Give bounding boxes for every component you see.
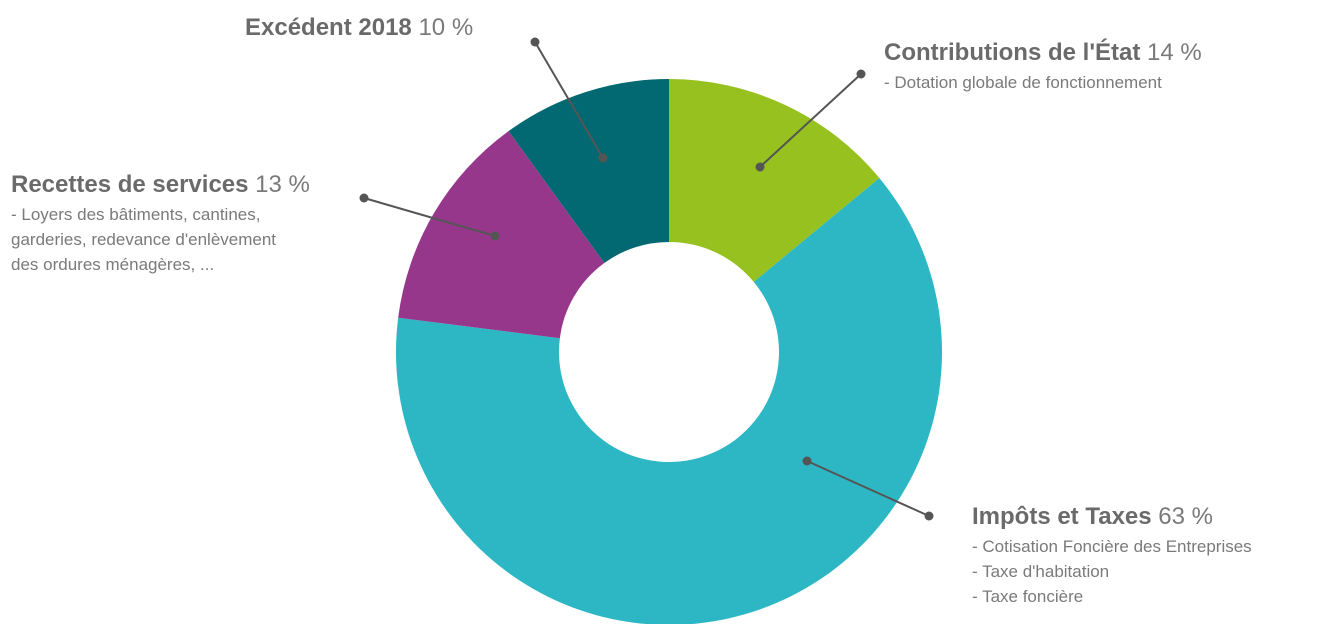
slice-impots-taxes xyxy=(396,177,942,624)
slice-description: - Cotisation Foncière des Entreprises - … xyxy=(972,534,1252,609)
leader-line-excedent-2018 xyxy=(534,41,604,159)
label-title: Excédent 2018 10 % xyxy=(245,13,473,43)
description-line: - Cotisation Foncière des Entreprises xyxy=(972,537,1252,556)
leader-dot-impots-taxes xyxy=(802,456,812,466)
description-line: - Loyers des bâtiments, cantines, xyxy=(11,205,261,224)
leader-dot-recettes-services xyxy=(359,193,369,203)
description-line: - Taxe d'habitation xyxy=(972,562,1110,581)
label-title: Impôts et Taxes 63 % xyxy=(972,502,1252,532)
leader-line-impots-taxes xyxy=(806,460,930,517)
leader-dot-excedent-2018 xyxy=(530,37,540,47)
description-line: - Dotation globale de fonctionnement xyxy=(884,73,1162,92)
slice-contributions-etat xyxy=(669,79,880,282)
description-line: garderies, redevance d'enlèvement xyxy=(11,230,277,249)
label-title: Contributions de l'État 14 % xyxy=(884,38,1202,68)
label-title: Recettes de services 13 % xyxy=(11,170,310,200)
leader-dot-recettes-services xyxy=(490,231,500,241)
slice-percent: 14 % xyxy=(1147,39,1202,66)
slice-percent: 13 % xyxy=(255,171,310,198)
slice-name: Excédent 2018 xyxy=(245,14,412,41)
slice-percent: 10 % xyxy=(418,14,474,41)
slice-recettes-services xyxy=(398,131,605,339)
slice-description: - Loyers des bâtiments, cantines, garder… xyxy=(11,202,310,277)
leader-line-recettes-services xyxy=(363,197,496,237)
slice-name: Contributions de l'État xyxy=(884,39,1141,66)
leader-dot-contributions-etat xyxy=(856,69,866,79)
label-contributions-etat: Contributions de l'État 14 % - Dotation … xyxy=(884,38,1202,95)
slice-percent: 63 % xyxy=(1158,503,1213,530)
leader-dot-excedent-2018 xyxy=(598,153,608,163)
slice-name: Recettes de services xyxy=(11,171,249,198)
leader-dot-contributions-etat xyxy=(755,162,765,172)
description-line: - Taxe foncière xyxy=(972,587,1084,606)
label-recettes-services: Recettes de services 13 % - Loyers des b… xyxy=(11,170,310,277)
description-line: des ordures ménagères, ... xyxy=(11,255,215,274)
label-impots-taxes: Impôts et Taxes 63 % - Cotisation Fonciè… xyxy=(972,502,1252,609)
slice-description: - Dotation globale de fonctionnement xyxy=(884,70,1202,95)
label-excedent-2018: Excédent 2018 10 % xyxy=(245,13,473,43)
leader-line-contributions-etat xyxy=(759,73,862,168)
slice-name: Impôts et Taxes xyxy=(972,503,1152,530)
leader-dot-impots-taxes xyxy=(924,511,934,521)
slice-excedent-2018 xyxy=(508,79,669,264)
